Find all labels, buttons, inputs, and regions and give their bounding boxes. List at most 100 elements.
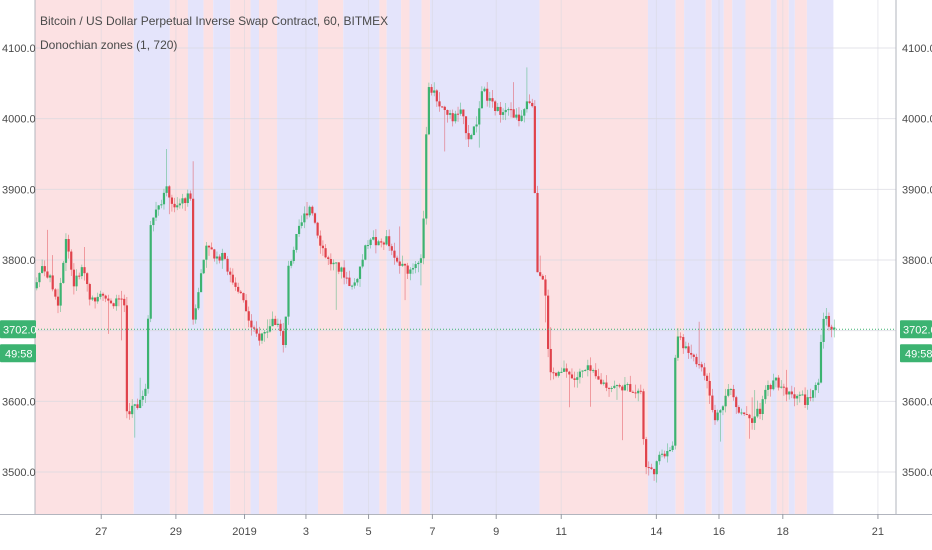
candle-body[interactable] xyxy=(528,101,531,103)
candle-body[interactable] xyxy=(666,451,669,457)
candle-body[interactable] xyxy=(438,101,441,107)
candle-body[interactable] xyxy=(501,112,505,115)
candle-body[interactable] xyxy=(499,106,502,115)
candle-body[interactable] xyxy=(798,394,801,396)
candle-body[interactable] xyxy=(181,198,184,204)
candle-body[interactable] xyxy=(822,318,825,342)
candle-body[interactable] xyxy=(642,391,645,440)
candle-body[interactable] xyxy=(324,248,327,258)
candle-body[interactable] xyxy=(414,264,417,269)
candle-body[interactable] xyxy=(592,370,595,372)
candle-body[interactable] xyxy=(78,275,81,277)
candle-body[interactable] xyxy=(692,354,695,357)
candle-body[interactable] xyxy=(292,249,295,262)
candle-body[interactable] xyxy=(112,303,115,307)
candle-body[interactable] xyxy=(109,300,113,304)
candle-body[interactable] xyxy=(629,384,632,392)
candle-body[interactable] xyxy=(451,113,454,122)
candle-body[interactable] xyxy=(748,414,751,419)
candle-body[interactable] xyxy=(401,263,404,266)
candle-body[interactable] xyxy=(419,258,423,263)
candle-body[interactable] xyxy=(772,380,775,390)
candle-body[interactable] xyxy=(658,454,661,462)
candle-body[interactable] xyxy=(176,205,179,208)
candle-body[interactable] xyxy=(250,320,253,328)
candle-body[interactable] xyxy=(192,198,195,320)
candle-body[interactable] xyxy=(705,375,709,381)
candle-body[interactable] xyxy=(189,193,192,199)
candle-body[interactable] xyxy=(435,90,438,102)
candle-body[interactable] xyxy=(756,408,759,417)
candle-body[interactable] xyxy=(700,364,703,368)
candle-body[interactable] xyxy=(327,257,330,259)
candle-body[interactable] xyxy=(676,336,680,358)
candle-body[interactable] xyxy=(282,331,285,346)
candle-body[interactable] xyxy=(621,386,624,391)
candle-body[interactable] xyxy=(597,376,600,380)
candle-body[interactable] xyxy=(610,387,613,389)
candle-body[interactable] xyxy=(93,297,97,302)
candle-body[interactable] xyxy=(634,392,637,394)
candle-body[interactable] xyxy=(576,377,579,380)
candle-body[interactable] xyxy=(390,246,393,251)
candle-body[interactable] xyxy=(830,326,833,330)
candle-body[interactable] xyxy=(117,298,121,300)
candle-body[interactable] xyxy=(295,233,298,250)
candle-body[interactable] xyxy=(494,101,497,111)
candle-body[interactable] xyxy=(589,365,592,371)
candle-body[interactable] xyxy=(70,251,73,270)
candle-body[interactable] xyxy=(120,298,123,300)
candle-body[interactable] xyxy=(740,412,743,414)
candle-body[interactable] xyxy=(170,197,174,204)
candle-body[interactable] xyxy=(276,323,279,325)
candle-body[interactable] xyxy=(255,328,258,334)
candle-body[interactable] xyxy=(425,134,428,219)
candle-body[interactable] xyxy=(602,382,605,384)
candle-body[interactable] xyxy=(409,269,412,274)
candle-body[interactable] xyxy=(99,293,102,297)
candle-body[interactable] xyxy=(154,209,158,218)
candle-body[interactable] xyxy=(478,108,481,125)
candle-body[interactable] xyxy=(727,389,730,396)
candle-body[interactable] xyxy=(237,286,240,292)
candle-body[interactable] xyxy=(72,269,75,287)
candle-body[interactable] xyxy=(406,265,409,274)
candle-body[interactable] xyxy=(290,261,293,266)
candle-body[interactable] xyxy=(801,394,804,396)
candle-body[interactable] xyxy=(146,318,150,389)
candle-body[interactable] xyxy=(796,395,799,399)
candle-body[interactable] xyxy=(374,237,378,246)
candle-body[interactable] xyxy=(160,204,163,206)
candle-body[interactable] xyxy=(785,387,788,395)
candle-body[interactable] xyxy=(645,439,648,468)
candle-body[interactable] xyxy=(729,388,733,390)
candle-body[interactable] xyxy=(133,404,136,406)
candle-body[interactable] xyxy=(388,236,391,247)
candle-body[interactable] xyxy=(541,275,544,280)
candle-body[interactable] xyxy=(107,298,110,301)
candle-body[interactable] xyxy=(316,222,319,236)
candle-body[interactable] xyxy=(433,90,436,93)
candle-body[interactable] xyxy=(520,115,523,122)
candle-body[interactable] xyxy=(483,88,486,92)
candle-body[interactable] xyxy=(472,126,476,136)
candle-body[interactable] xyxy=(724,395,727,407)
candle-body[interactable] xyxy=(504,109,507,113)
candle-body[interactable] xyxy=(695,356,698,365)
candle-body[interactable] xyxy=(814,384,817,391)
candle-body[interactable] xyxy=(319,235,322,246)
candle-body[interactable] xyxy=(305,213,309,216)
candle-body[interactable] xyxy=(817,382,820,385)
candle-body[interactable] xyxy=(417,262,420,265)
candle-body[interactable] xyxy=(311,206,314,214)
candle-body[interactable] xyxy=(411,268,415,270)
candle-body[interactable] xyxy=(721,406,725,411)
candle-body[interactable] xyxy=(660,453,664,455)
candle-body[interactable] xyxy=(554,372,558,376)
candle-body[interactable] xyxy=(234,282,237,287)
candle-body[interactable] xyxy=(679,336,682,338)
candle-body[interactable] xyxy=(743,412,746,415)
candle-body[interactable] xyxy=(716,412,719,421)
candle-body[interactable] xyxy=(737,407,740,413)
candle-body[interactable] xyxy=(353,282,356,286)
